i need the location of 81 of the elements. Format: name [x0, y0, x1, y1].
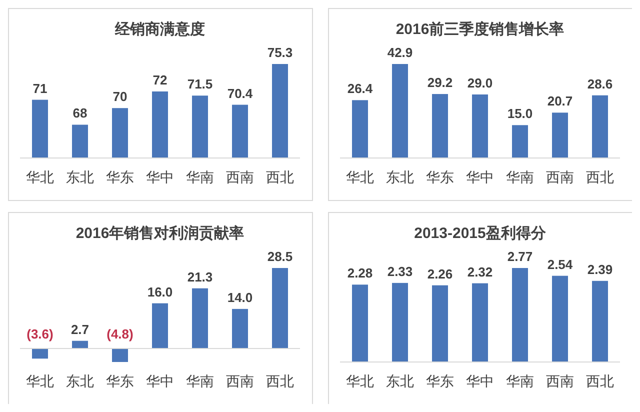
- bar: [192, 288, 208, 348]
- x-tick-label: 华中: [466, 169, 494, 185]
- data-label: 2.33: [387, 264, 413, 279]
- x-tick-label: 西北: [266, 169, 294, 185]
- x-tick-label: 华南: [186, 169, 214, 185]
- x-tick-label: 华北: [26, 169, 54, 185]
- data-label: 28.5: [267, 249, 293, 264]
- bar: [272, 268, 288, 348]
- x-tick-label: 西南: [546, 169, 574, 185]
- x-tick-label: 华东: [106, 169, 134, 185]
- data-label: 2.26: [427, 266, 453, 282]
- bar: [472, 283, 488, 362]
- chart-title: 2016前三季度销售增长率: [396, 20, 564, 38]
- data-label: 2.39: [587, 262, 613, 277]
- data-label: 68: [72, 106, 88, 121]
- x-tick-label: 华中: [146, 373, 174, 389]
- data-label: 15.0: [507, 106, 533, 122]
- bar: [72, 340, 88, 348]
- x-tick-label: 华北: [346, 373, 374, 389]
- x-tick-label: 东北: [66, 169, 94, 185]
- x-tick-label: 华南: [506, 169, 534, 185]
- data-label: 26.4: [347, 81, 374, 96]
- data-label: 70: [112, 89, 128, 104]
- data-label: 16.0: [147, 284, 173, 300]
- chart-title: 经销商满意度: [114, 20, 205, 38]
- bar: [472, 94, 488, 158]
- data-label: 71: [32, 80, 48, 96]
- bar: [512, 268, 528, 362]
- bar: [152, 303, 168, 348]
- data-label: 75.3: [267, 45, 293, 60]
- bar: [112, 348, 128, 362]
- data-label: 29.0: [467, 75, 493, 90]
- data-label: 2.32: [467, 264, 493, 280]
- data-label: 70.4: [227, 86, 254, 101]
- data-label: (3.6): [26, 326, 54, 342]
- bar: [512, 125, 528, 158]
- x-tick-label: 华南: [506, 373, 534, 389]
- bar: [592, 95, 608, 158]
- data-label: 2.28: [347, 266, 373, 281]
- x-tick-label: 华南: [186, 373, 214, 389]
- x-tick-label: 西南: [226, 169, 254, 185]
- x-tick-label: 华北: [26, 373, 54, 389]
- x-tick-label: 西北: [586, 169, 614, 185]
- data-label: 2.7: [70, 322, 90, 337]
- bar: [552, 276, 568, 362]
- data-label: 14.0: [227, 290, 253, 305]
- data-label: 71.5: [187, 76, 213, 92]
- data-label: 72: [152, 72, 168, 88]
- bar: [32, 348, 48, 359]
- data-label: 21.3: [187, 269, 213, 284]
- data-label: (4.8): [106, 326, 134, 342]
- chart-title: 2013-2015盈利得分: [414, 225, 547, 242]
- x-tick-label: 东北: [66, 373, 94, 389]
- data-label: 2.77: [507, 249, 533, 264]
- x-tick-label: 东北: [386, 169, 414, 185]
- bar: [432, 285, 448, 362]
- x-tick-label: 华东: [426, 169, 454, 185]
- bar: [352, 284, 368, 362]
- x-tick-label: 西南: [546, 373, 574, 389]
- bar: [392, 282, 408, 362]
- bar: [352, 100, 368, 158]
- bar: [232, 308, 248, 348]
- x-tick-label: 西南: [226, 373, 254, 389]
- x-tick-label: 西北: [266, 373, 294, 389]
- x-tick-label: 华东: [106, 373, 134, 389]
- data-label: 29.2: [427, 75, 453, 90]
- bar: [552, 112, 568, 158]
- x-tick-label: 华北: [346, 169, 374, 185]
- data-label: 20.7: [547, 94, 573, 109]
- data-label: 2.54: [547, 256, 574, 272]
- data-label: 28.6: [587, 76, 613, 92]
- x-tick-label: 东北: [386, 373, 414, 389]
- bar: [592, 280, 608, 362]
- bar: [392, 64, 408, 158]
- chart-title: 2016年销售对利润贡献率: [76, 224, 244, 242]
- x-tick-label: 华东: [426, 373, 454, 389]
- data-label: 42.9: [387, 45, 413, 60]
- bar: [432, 94, 448, 158]
- x-tick-label: 西北: [586, 373, 614, 389]
- x-tick-label: 华中: [146, 169, 174, 185]
- x-tick-label: 华中: [466, 373, 494, 389]
